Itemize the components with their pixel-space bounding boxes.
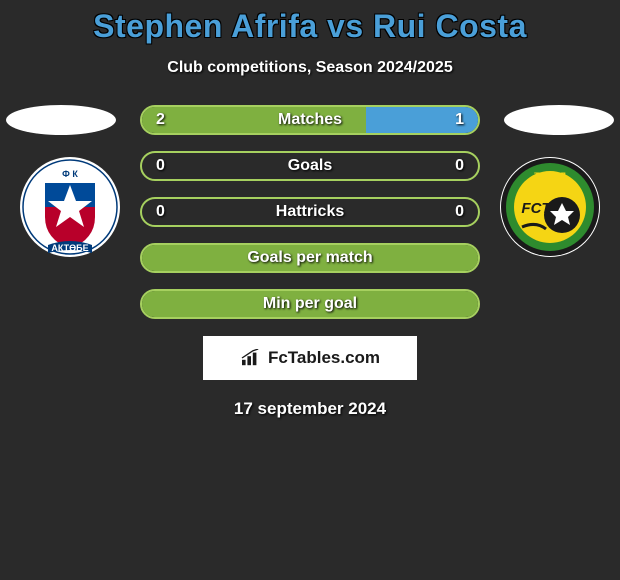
- tobol-logo-icon: ТОБОЛ FCT: [500, 157, 600, 257]
- stat-rows: 2 Matches 1 0 Goals 0 0 Hattricks 0: [140, 105, 480, 319]
- subtitle: Club competitions, Season 2024/2025: [0, 59, 620, 77]
- svg-text:АКТӨБЕ: АКТӨБЕ: [51, 243, 88, 253]
- stat-label: Goals per match: [247, 249, 372, 267]
- stat-value-right: 1: [455, 111, 464, 129]
- page-title: Stephen Afrifa vs Rui Costa: [0, 8, 620, 45]
- stat-value-left: 2: [156, 111, 165, 129]
- club-logo-right: ТОБОЛ FCT: [500, 157, 600, 257]
- stat-label: Hattricks: [276, 203, 344, 221]
- aktobe-logo-icon: Ф К АКТӨБЕ: [20, 157, 120, 257]
- watermark: FcTables.com: [202, 335, 418, 381]
- svg-text:FCT: FCT: [521, 200, 552, 217]
- stat-label: Matches: [278, 111, 342, 129]
- stat-row-goals: 0 Goals 0: [140, 151, 480, 181]
- watermark-text: FcTables.com: [268, 348, 380, 368]
- infographic-container: Stephen Afrifa vs Rui Costa Club competi…: [0, 0, 620, 419]
- stat-value-left: 0: [156, 203, 165, 221]
- stat-value-left: 0: [156, 157, 165, 175]
- stat-row-min-per-goal: Min per goal: [140, 289, 480, 319]
- chart-icon: [240, 349, 262, 367]
- stat-row-matches: 2 Matches 1: [140, 105, 480, 135]
- club-logo-left: Ф К АКТӨБЕ: [20, 157, 120, 257]
- player-marker-left: [6, 105, 116, 135]
- stat-value-right: 0: [455, 203, 464, 221]
- stat-row-hattricks: 0 Hattricks 0: [140, 197, 480, 227]
- stat-row-goals-per-match: Goals per match: [140, 243, 480, 273]
- player-marker-right: [504, 105, 614, 135]
- svg-text:Ф К: Ф К: [62, 169, 78, 179]
- date-label: 17 september 2024: [0, 399, 620, 419]
- comparison-section: Ф К АКТӨБЕ ТОБОЛ FCT: [0, 105, 620, 419]
- stat-value-right: 0: [455, 157, 464, 175]
- stat-label: Goals: [288, 157, 332, 175]
- svg-text:ТОБОЛ: ТОБОЛ: [534, 171, 566, 181]
- stat-label: Min per goal: [263, 295, 357, 313]
